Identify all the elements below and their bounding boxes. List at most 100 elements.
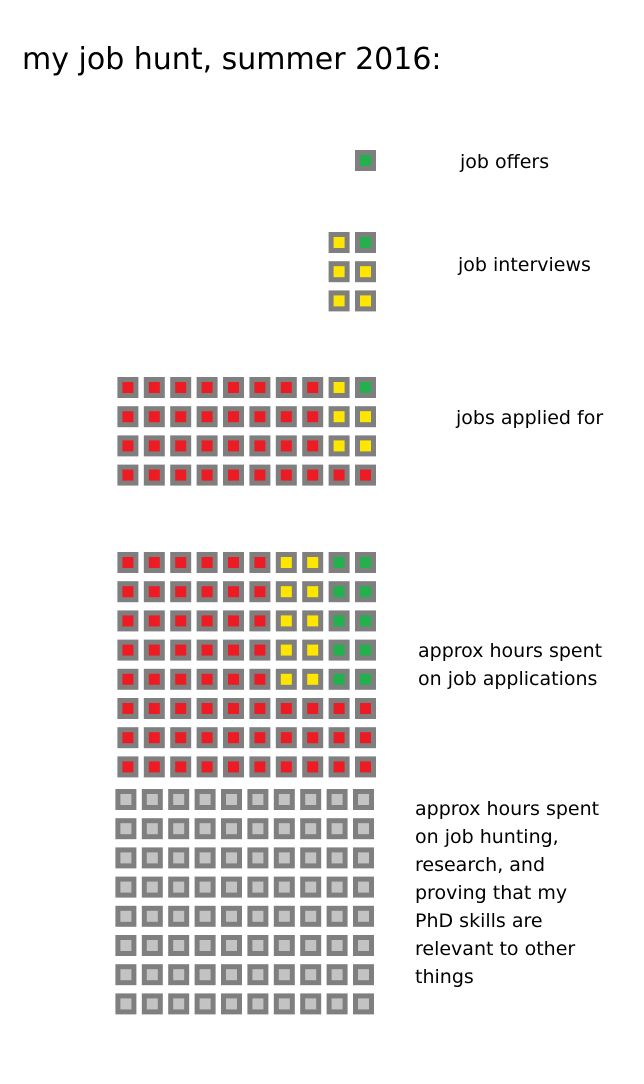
unit-square-red (307, 469, 319, 481)
unit-square-gray (358, 794, 369, 805)
unit-square-red (228, 469, 239, 481)
unit-square-red (280, 703, 292, 714)
unit-square-gray (358, 852, 369, 864)
unit-square-red (360, 732, 371, 744)
unit-square-red (307, 411, 319, 423)
unit-square-red (280, 411, 292, 423)
unit-square-green (360, 382, 371, 393)
unit-square-red (228, 732, 239, 744)
unit-square-red (333, 732, 345, 744)
unit-square-gray (358, 969, 369, 981)
unit-square-red (148, 440, 160, 452)
unit-square-red (254, 557, 266, 568)
unit-square-red (254, 673, 266, 685)
unit-square-gray (226, 910, 237, 922)
label-job-interviews: job interviews (458, 254, 591, 276)
unit-square-red (201, 761, 213, 773)
unit-square-red (333, 761, 345, 773)
unit-square-gray (146, 940, 158, 951)
unit-square-red (122, 644, 134, 656)
unit-square-gray (305, 910, 317, 922)
unit-square-gray (305, 998, 317, 1010)
unit-square-red (228, 703, 239, 714)
unit-square-yellow (360, 440, 371, 452)
unit-square-red (175, 703, 187, 714)
unit-square-gray (173, 940, 185, 951)
unit-square-yellow (333, 382, 345, 393)
unit-square-green (333, 673, 345, 685)
unit-square-yellow (360, 295, 371, 307)
unit-square-red (280, 382, 292, 393)
unit-square-red (228, 615, 239, 627)
unit-square-red (175, 644, 187, 656)
unit-square-yellow (360, 266, 371, 278)
unit-square-red (148, 732, 160, 744)
unit-square-gray (252, 998, 264, 1010)
unit-square-red (122, 673, 134, 685)
unit-square-gray (358, 910, 369, 922)
unit-square-red (201, 703, 213, 714)
unit-square-gray (252, 881, 264, 893)
unit-square-red (228, 586, 239, 598)
unit-square-red (254, 761, 266, 773)
unit-square-red (360, 761, 371, 773)
unit-square-red (148, 673, 160, 685)
unit-square-red (148, 703, 160, 714)
unit-square-yellow (280, 673, 292, 685)
unit-square-gray (305, 794, 317, 805)
unit-square-red (254, 586, 266, 598)
unit-square-gray (226, 852, 237, 864)
unit-square-yellow (333, 237, 345, 248)
unit-square-gray (120, 910, 132, 922)
unit-square-red (122, 615, 134, 627)
unit-square-gray (305, 881, 317, 893)
unit-square-yellow (360, 411, 371, 423)
unit-square-gray (331, 998, 343, 1010)
unit-square-gray (226, 940, 237, 951)
unit-square-red (254, 411, 266, 423)
unit-square-red (175, 732, 187, 744)
unit-square-gray (146, 852, 158, 864)
unit-square-red (254, 732, 266, 744)
unit-square-gray (173, 881, 185, 893)
unit-grid-0 (355, 150, 376, 171)
unit-square-gray (305, 969, 317, 981)
unit-square-gray (173, 852, 185, 864)
unit-square-gray (278, 852, 290, 864)
unit-square-gray (252, 823, 264, 835)
unit-square-red (333, 703, 345, 714)
unit-square-red (148, 644, 160, 656)
unit-square-red (201, 586, 213, 598)
unit-square-red (175, 469, 187, 481)
unit-square-yellow (280, 615, 292, 627)
unit-square-gray (173, 998, 185, 1010)
unit-square-gray (252, 969, 264, 981)
unit-square-green (360, 644, 371, 656)
unit-square-red (360, 469, 371, 481)
unit-square-red (307, 761, 319, 773)
unit-square-red (148, 761, 160, 773)
unit-square-red (333, 469, 345, 481)
unit-square-yellow (280, 557, 292, 568)
label-jobs-applied: jobs applied for (456, 407, 604, 429)
unit-square-yellow (333, 266, 345, 278)
unit-square-gray (173, 969, 185, 981)
unit-square-gray (173, 910, 185, 922)
unit-square-red (254, 440, 266, 452)
unit-square-red (280, 761, 292, 773)
unit-square-gray (226, 998, 237, 1010)
unit-square-green (333, 557, 345, 568)
unit-square-green (360, 237, 371, 248)
unit-square-red (254, 644, 266, 656)
unit-square-red (148, 382, 160, 393)
unit-square-red (360, 703, 371, 714)
unit-square-red (280, 469, 292, 481)
unit-square-red (122, 703, 134, 714)
unit-square-red (148, 615, 160, 627)
unit-square-red (122, 586, 134, 598)
unit-square-red (228, 673, 239, 685)
unit-square-yellow (333, 411, 345, 423)
unit-square-red (201, 557, 213, 568)
unit-square-red (201, 382, 213, 393)
